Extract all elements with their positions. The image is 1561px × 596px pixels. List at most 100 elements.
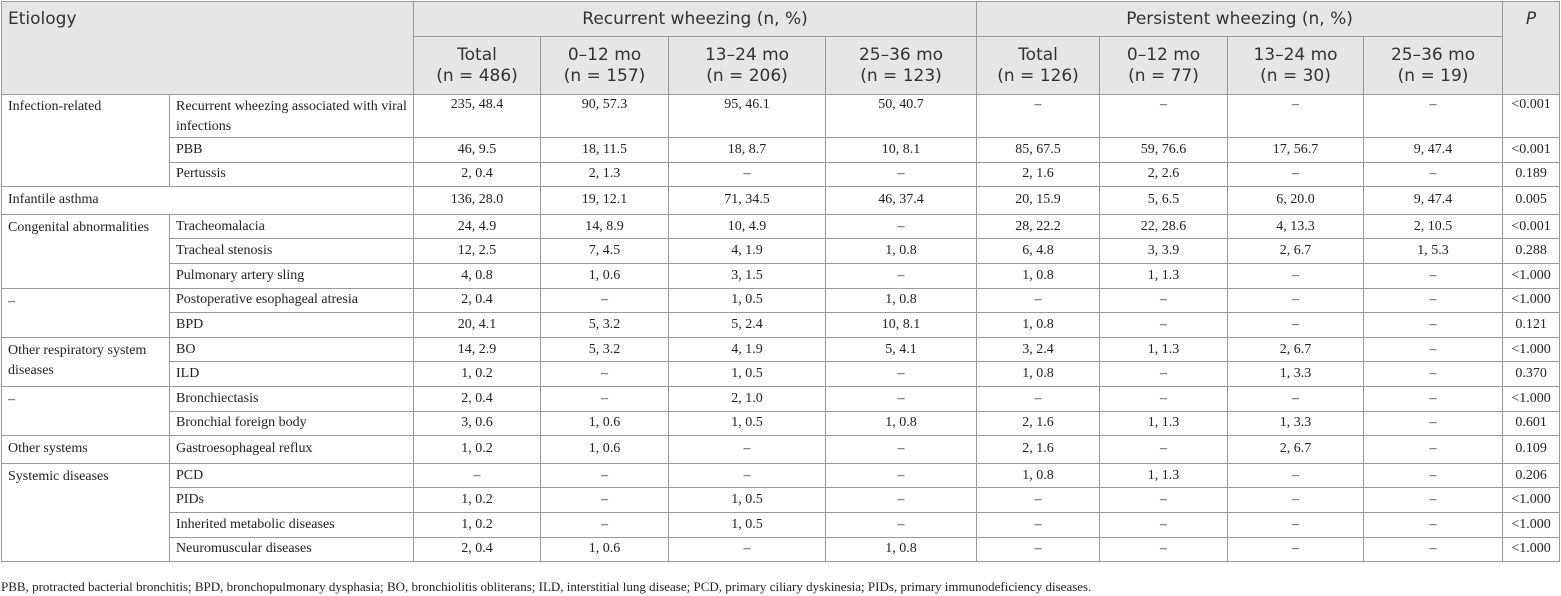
p-value: <0.001: [1502, 94, 1561, 138]
row-label: PCD: [168, 462, 415, 489]
value-cell: 12, 2.5: [413, 238, 542, 264]
value-cell: 1, 0.8: [825, 238, 978, 264]
p-value: <1.000: [1502, 536, 1561, 563]
value-cell: 1, 1.3: [1099, 410, 1229, 437]
value-cell: 1, 0.8: [825, 536, 978, 563]
subheader-n: (n = 126): [997, 65, 1079, 86]
subheader-n: (n = 486): [436, 65, 518, 86]
table-row: ILD 1, 0.2–1, 0.5–1, 0.8–1, 3.3–0.370: [2, 361, 1561, 387]
value-cell: 3, 3.9: [1099, 238, 1229, 264]
subheader-label: 25–36 mo: [1390, 44, 1476, 65]
value-cell: –: [668, 462, 827, 489]
subheader-cell: Total (n = 486): [413, 36, 542, 95]
value-cell: 10, 4.9: [668, 213, 827, 240]
value-cell: 6, 4.8: [976, 238, 1101, 264]
value-cell: 2, 6.7: [1227, 238, 1365, 264]
table-row: – Bronchiectasis 2, 0.4–2, 1.0– – – – – <1.000: [1, 385, 1561, 437]
row-label: Tracheomalacia: [168, 213, 415, 240]
value-cell: 1, 0.6: [540, 410, 670, 437]
subheader-cell: 0–12 mo (n = 157): [540, 36, 670, 95]
p-value: <1.000: [1502, 336, 1561, 363]
header-row: Total (n = 486) 0–12 mo (n = 157) 13–24 mo (n…: [2, 36, 1560, 95]
table-row: Congenital abnormalities Tracheomalacia 24…: [1, 213, 1561, 289]
p-value: 0.189: [1502, 161, 1561, 188]
value-cell: 4, 13.3: [1227, 213, 1365, 240]
subheader-cell: 25–36 mo (n = 123): [825, 36, 978, 95]
value-cell: 1, 0.2: [413, 487, 542, 513]
value-cell: –: [540, 511, 670, 538]
value-cell: –: [1363, 385, 1504, 412]
row-label: Postoperative esophageal atresia: [168, 287, 415, 314]
footnote: PBB, protracted bacterial bronchitis; BP…: [1, 579, 1092, 594]
value-cell: 1, 0.6: [540, 536, 670, 563]
value-cell: 22, 28.6: [1099, 213, 1229, 240]
table-row: – Postoperative esophageal atresia 2, 0.4 –…: [1, 287, 1561, 338]
group-cell: Infection-related: [1, 93, 170, 188]
table-row: Pulmonary artery sling 4, 0.8 1, 0.6 3, 1.5…: [2, 262, 1561, 289]
table-row: Bronchial foreign body 3, 0.6 1, 0.6 1, 0.5…: [2, 410, 1561, 437]
value-cell: 20, 4.1: [413, 312, 542, 338]
p-value: <1.000: [1502, 262, 1561, 289]
value-cell: 1, 0.8: [825, 410, 978, 437]
value-cell: 3, 1.5: [668, 262, 827, 289]
subheader-label: 13–24 mo: [704, 44, 790, 65]
value-cell: 4, 1.9: [668, 238, 827, 264]
value-cell: 1, 0.2: [413, 361, 542, 387]
value-cell: 95, 46.1: [668, 94, 827, 138]
row-label: Pulmonary artery sling: [168, 262, 415, 289]
p-value: 0.005: [1502, 186, 1561, 215]
subheader-n: (n = 19): [1397, 65, 1469, 86]
p-value: <1.000: [1502, 287, 1561, 314]
p-value: <0.001: [1502, 213, 1561, 240]
value-cell: –: [540, 361, 670, 387]
value-cell: 2, 1.6: [976, 435, 1101, 464]
value-cell: –: [540, 462, 670, 489]
value-cell: 1, 0.8: [976, 462, 1101, 489]
value-cell: –: [825, 361, 978, 387]
value-cell: 1, 0.5: [668, 410, 827, 437]
value-cell: –: [1227, 312, 1365, 338]
value-cell: 136, 28.0: [413, 186, 542, 215]
value-cell: 5, 6.5: [1099, 186, 1229, 215]
value-cell: 2, 0.4: [413, 287, 542, 314]
value-cell: –: [1099, 536, 1229, 563]
value-cell: –: [1227, 262, 1365, 289]
value-cell: 14, 2.9: [413, 336, 542, 363]
row-label: Tracheal stenosis: [168, 238, 415, 264]
value-cell: –: [825, 385, 978, 412]
value-cell: –: [1227, 385, 1365, 412]
value-cell: 1, 0.2: [413, 435, 542, 464]
value-cell: 1, 0.5: [668, 511, 827, 538]
value-cell: –: [976, 287, 1101, 314]
value-cell: –: [1363, 94, 1504, 138]
value-cell: 24, 4.9: [413, 213, 542, 240]
value-cell: 3, 2.4: [976, 336, 1101, 363]
value-cell: –: [1227, 487, 1365, 513]
value-cell: 2, 2.6: [1099, 161, 1229, 188]
value-cell: 2, 0.4: [413, 161, 542, 188]
value-cell: 1, 0.6: [540, 262, 670, 289]
table-row: Inherited metabolic diseases 1, 0.2–1, 0.…: [2, 511, 1561, 538]
value-cell: 9, 47.4: [1363, 137, 1504, 163]
value-cell: 18, 11.5: [540, 137, 670, 163]
p-value: 0.109: [1502, 435, 1561, 464]
value-cell: 1, 0.5: [668, 487, 827, 513]
subheader-label: Total: [457, 44, 497, 65]
subheader-label: 0–12 mo: [567, 44, 642, 65]
value-cell: –: [540, 487, 670, 513]
table-row: Other systems Gastroesophageal reflux 1, 0…: [1, 435, 1561, 464]
group-cell: –: [1, 385, 170, 437]
value-cell: 2, 1.6: [976, 410, 1101, 437]
value-cell: 18, 8.7: [668, 137, 827, 163]
value-cell: –: [1099, 487, 1229, 513]
value-cell: –: [668, 435, 827, 464]
value-cell: 9, 47.4: [1363, 186, 1504, 215]
p-value: 0.206: [1502, 462, 1561, 489]
value-cell: 1, 0.6: [540, 435, 670, 464]
value-cell: 1, 3.3: [1227, 361, 1365, 387]
row-label: Bronchial foreign body: [168, 410, 415, 437]
subheader-n: (n = 157): [563, 65, 646, 86]
value-cell: –: [1099, 312, 1229, 338]
value-cell: –: [1099, 435, 1229, 464]
